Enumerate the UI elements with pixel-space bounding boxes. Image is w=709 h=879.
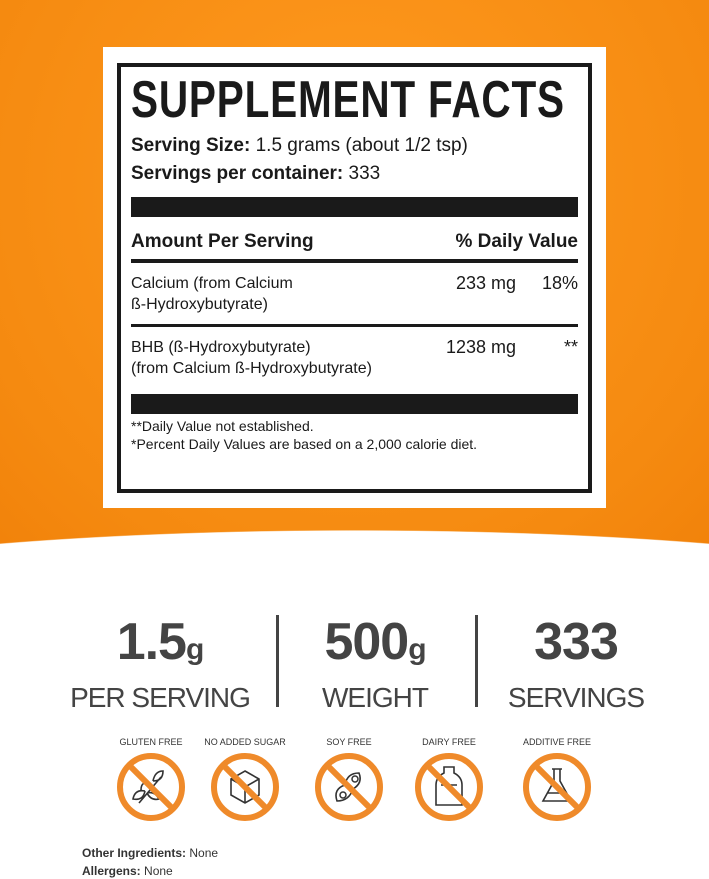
footnote: **Daily Value not established. — [131, 418, 314, 434]
badge-label: DAIRY FREE — [422, 737, 476, 747]
facts-title: SUPPLEMENT FACTS — [131, 71, 565, 129]
stat-unit: g — [408, 633, 426, 666]
stat-value: 1.5 — [116, 613, 187, 671]
nutrient-dv: ** — [563, 337, 578, 357]
stat-label: SERVINGS — [507, 682, 645, 713]
badge-label: GLUTEN FREE — [119, 737, 183, 747]
badge-label: NO ADDED SUGAR — [204, 737, 286, 747]
stat-servings: 333 SERVINGS — [476, 612, 676, 716]
amount-header: Amount Per Serving — [131, 231, 314, 252]
table-header: Amount Per Serving % Daily Value — [131, 231, 578, 263]
serving-size-value: 1.5 grams (about 1/2 tsp) — [255, 135, 468, 156]
stat-label: WEIGHT — [322, 682, 429, 713]
stat-value: 333 — [534, 613, 619, 671]
nutrient-row: Calcium (from Calcium ß-Hydroxybutyrate) 2… — [131, 263, 578, 327]
divider — [475, 615, 478, 707]
milk-bottle-icon — [415, 753, 483, 821]
stat-value: 500 — [324, 613, 409, 671]
nutrient-amount: 233 mg — [455, 273, 516, 293]
divider — [276, 615, 279, 707]
supplement-facts-panel: SUPPLEMENT FACTS Serving Size: 1.5 grams… — [103, 47, 606, 508]
badge-additive-free: ADDITIVE FREE — [512, 735, 602, 825]
soybean-icon — [315, 753, 383, 821]
badge-label: ADDITIVE FREE — [522, 737, 591, 747]
thick-divider — [131, 197, 578, 217]
stat-unit: g — [185, 633, 204, 666]
other-ingredients: Other Ingredients: None — [82, 846, 218, 861]
stat-label: PER SERVING — [70, 682, 251, 713]
servings-label: Servings per container: — [131, 163, 344, 184]
wheat-icon — [117, 753, 185, 821]
serving-size-label: Serving Size: — [131, 135, 251, 156]
nutrient-name: Calcium (from Calcium — [131, 275, 293, 292]
nutrient-name-2: (from Calcium ß-Hydroxybutyrate) — [131, 360, 372, 377]
badge-label: SOY FREE — [326, 737, 372, 747]
stat-weight: 500g WEIGHT — [275, 612, 475, 716]
sugar-cube-icon — [211, 753, 279, 821]
badge-soy-free: SOY FREE — [304, 735, 394, 825]
stat-per-serving: 1.5g PER SERVING — [60, 612, 260, 716]
nutrient-amount: 1238 mg — [445, 337, 516, 357]
footnote: *Percent Daily Values are based on a 2,0… — [131, 436, 478, 452]
supplement-facts-label: SUPPLEMENT FACTS Serving Size: 1.5 grams… — [117, 63, 592, 493]
nutrient-name: BHB (ß-Hydroxybutyrate) — [131, 339, 311, 356]
nutrient-name-2: ß-Hydroxybutyrate) — [131, 296, 268, 313]
allergens: Allergens: None — [82, 864, 173, 879]
nutrient-row: BHB (ß-Hydroxybutyrate) (from Calcium ß-H… — [131, 327, 578, 388]
serving-size: Serving Size: 1.5 grams (about 1/2 tsp) — [131, 135, 578, 157]
badge-dairy-free: DAIRY FREE — [404, 735, 494, 825]
badge-gluten-free: GLUTEN FREE — [106, 735, 196, 825]
dv-header: % Daily Value — [455, 231, 578, 252]
allergens-label: Allergens: — [82, 864, 141, 878]
servings-per-container: Servings per container: 333 — [131, 163, 578, 185]
nutrient-dv: 18% — [541, 273, 578, 293]
flask-icon — [523, 753, 591, 821]
servings-value: 333 — [348, 163, 381, 184]
badge-no-added-sugar: NO ADDED SUGAR — [200, 735, 290, 825]
other-ingredients-value: None — [189, 846, 219, 860]
thick-divider — [131, 394, 578, 414]
other-ingredients-label: Other Ingredients: — [82, 846, 187, 860]
allergens-value: None — [144, 864, 173, 878]
